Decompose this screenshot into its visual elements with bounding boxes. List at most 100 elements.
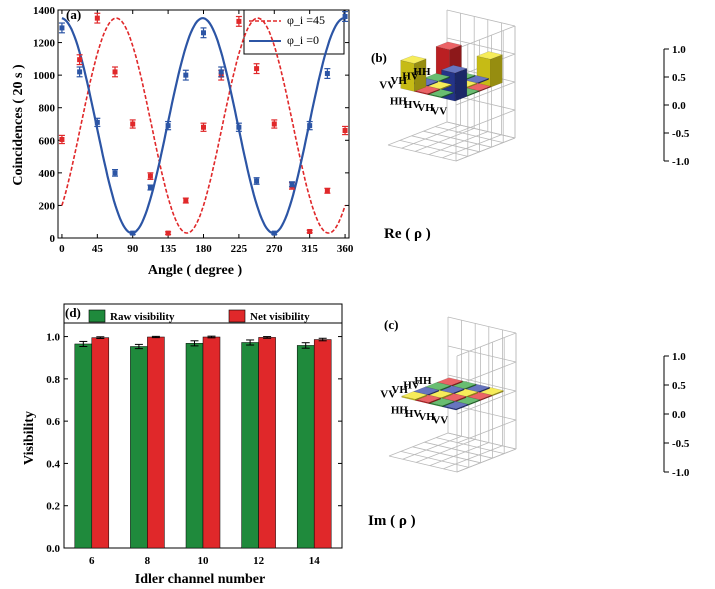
- panel-a-point-phi0: [342, 14, 348, 20]
- panel-d-bar-net: [202, 336, 221, 549]
- panel-c-floor-grid: [443, 445, 503, 470]
- panel-d-ytick-label: 0.4: [46, 458, 60, 470]
- panel-c-z-tick-label: 1.0: [672, 351, 686, 363]
- panel-c-floor-grid: [400, 451, 469, 468]
- panel-d-bar-net: [91, 337, 110, 549]
- panel-b-chart: (b) Re ( ρ ) 1.00.50.0-0.5-1.0HHHVVHVVHH…: [371, 9, 690, 242]
- panel-a-point-phi45: [183, 198, 189, 204]
- panel-d-bar-raw: [74, 343, 93, 549]
- panel-b-col-label: HV: [404, 99, 421, 111]
- panel-b-floor-grid: [442, 134, 502, 159]
- panel-b-z-tick-label: 0.0: [672, 100, 686, 112]
- panel-c-row-label: VV: [380, 389, 396, 401]
- panel-d-xlabel: Idler channel number: [135, 572, 265, 587]
- panel-c-z-tick-label: -0.5: [672, 438, 690, 450]
- panel-d-bar-net: [258, 337, 276, 549]
- panel-b-col-label: HH: [390, 96, 408, 108]
- panel-a-point-phi0: [59, 25, 65, 31]
- panel-d-bar-net: [313, 339, 332, 549]
- panel-a-point-phi0: [307, 123, 313, 129]
- panel-d-chart: (d) Idler channel number Visibility Raw …: [22, 303, 343, 587]
- panel-b-floor-grid: [387, 144, 457, 162]
- panel-a-point-phi45: [112, 69, 118, 75]
- panel-a-ytick-label: 1200: [33, 38, 56, 50]
- panel-a-point-phi0: [254, 178, 260, 184]
- panel-c-wall-grid: [447, 432, 517, 450]
- panel-c-floor-grid: [388, 432, 449, 457]
- panel-a-point-phi0: [147, 185, 153, 191]
- panel-c-floor-grid: [424, 441, 493, 459]
- panel-c-z-tick-label: 0.5: [672, 380, 686, 392]
- panel-a-xtick-label: 45: [92, 243, 104, 255]
- panel-b-bar-top: [435, 41, 463, 50]
- panel-b-z-tick-label: -1.0: [672, 156, 690, 168]
- panel-a-point-phi0: [236, 124, 242, 130]
- panel-b-row-label: HV: [402, 71, 419, 83]
- panel-a-point-phi0: [77, 69, 83, 75]
- panel-d-bar-raw: [130, 346, 148, 549]
- panel-a-ytick-label: 1400: [33, 5, 56, 17]
- panel-b-floor-grid: [401, 124, 461, 149]
- panel-a-xtick-label: 270: [266, 243, 283, 255]
- panel-b-col-label: VH: [417, 102, 434, 114]
- panel-d-bar-net: [147, 336, 165, 549]
- panel-a-point-phi45: [254, 66, 260, 72]
- panel-b-label: (b): [371, 50, 387, 65]
- panel-a-chart: (a) Angle ( degree ) Coincidences ( 20 s…: [11, 5, 354, 278]
- panel-d-label: (d): [65, 305, 81, 320]
- panel-c-row-label: HV: [403, 380, 420, 392]
- legend-swatch-net: [228, 309, 246, 323]
- panel-b-z-tick-label: 1.0: [672, 44, 686, 56]
- panel-b-bar-top: [423, 73, 451, 82]
- panel-a-point-phi0: [324, 71, 330, 77]
- panel-c-row-label: HH: [414, 375, 432, 387]
- panel-c-col-label: HV: [405, 408, 422, 420]
- panel-c-wall-grid: [456, 332, 517, 357]
- panel-d-bar-raw: [185, 343, 204, 549]
- panel-d-ytick-label: 0.0: [46, 543, 60, 555]
- panel-b-floor-grid: [399, 140, 468, 157]
- panel-a-fit-phi45: [61, 17, 346, 234]
- panel-b-row-label: HH: [413, 66, 431, 78]
- panel-b-z-tick-label: -0.5: [672, 128, 690, 140]
- panel-b-wall-grid: [446, 121, 516, 139]
- panel-d-xtick-label: 10: [198, 555, 210, 567]
- panel-c-bar-top: [401, 391, 428, 400]
- panel-a-xtick-label: 135: [160, 243, 177, 255]
- legend-swatch-raw: [88, 309, 106, 323]
- panel-a-ytick-label: 400: [39, 168, 56, 180]
- panel-d-xtick-label: 12: [253, 555, 265, 567]
- legend-label-phi0: φ_i =0: [287, 33, 319, 47]
- panel-c-z-tick-label: -1.0: [672, 467, 690, 479]
- panel-a-point-phi0: [130, 230, 136, 236]
- panel-c-col-label: HH: [391, 405, 409, 417]
- panel-a-point-phi45: [165, 230, 171, 236]
- panel-c-wall-grid: [447, 316, 517, 334]
- legend-label-raw: Raw visibility: [110, 311, 175, 323]
- panel-a-point-phi0: [271, 230, 277, 236]
- panel-c-chart: (c) Im ( ρ ) 1.00.50.0-0.5-1.0HHHVVHVVHH…: [368, 316, 690, 529]
- panel-c-wall-grid: [456, 448, 517, 473]
- panel-b-z-tick-label: 0.5: [672, 72, 686, 84]
- panel-a-point-phi45: [94, 15, 100, 21]
- panel-a-point-phi0: [201, 30, 206, 36]
- panel-a-xtick-label: 0: [59, 243, 65, 255]
- panel-b-row-label: VH: [390, 75, 407, 87]
- panel-d-ytick-label: 0.6: [46, 416, 60, 428]
- panel-a-xtick-label: 90: [127, 243, 139, 255]
- panel-d-bar-raw: [241, 342, 259, 549]
- panel-a-ytick-label: 200: [39, 200, 56, 212]
- panel-a-point-phi45: [342, 128, 348, 134]
- panel-a-xtick-label: 225: [231, 243, 248, 255]
- panel-b-col-label: VV: [431, 105, 447, 117]
- panel-c-floor-grid: [416, 439, 476, 463]
- panel-a-point-phi45: [59, 136, 65, 142]
- panel-c-floor-grid: [436, 437, 505, 454]
- legend-label-phi45: φ_i =45: [287, 13, 325, 27]
- panel-b-bar-side: [454, 68, 468, 102]
- panel-b-wall-grid: [455, 109, 516, 134]
- panel-b-floor-grid: [415, 128, 475, 152]
- panel-c-z-tick-label: 0.0: [672, 409, 686, 421]
- panel-c-bar-top: [412, 386, 440, 395]
